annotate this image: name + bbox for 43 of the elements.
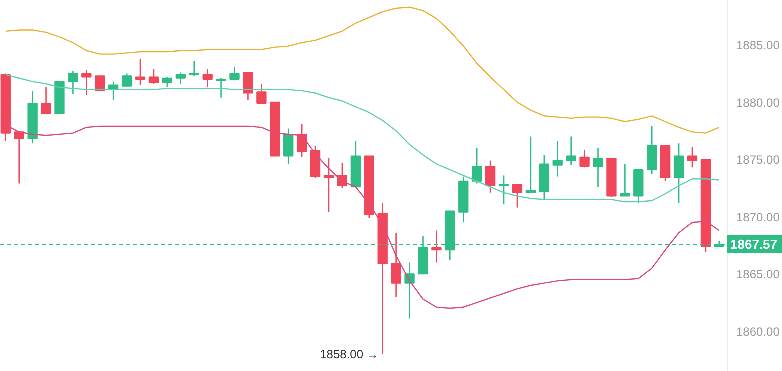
candlestick: [256, 83, 267, 104]
candlestick: [68, 70, 78, 96]
y-tick-label: 1860.00: [736, 324, 780, 339]
candlestick: [620, 164, 630, 197]
y-tick-label: 1880.00: [736, 96, 780, 110]
candlestick: [552, 140, 563, 178]
line-series: [5, 6, 720, 134]
candlestick: [162, 76, 173, 88]
candlestick: [202, 68, 213, 88]
candlestick: [82, 70, 92, 96]
ref-line-label: 1867.57: [730, 237, 778, 252]
y-tick-label: 1870.00: [736, 210, 780, 224]
candlestick: [41, 86, 52, 115]
candlestick: [687, 146, 698, 168]
candlestick: [526, 136, 536, 194]
candlestick: [432, 230, 442, 264]
candlestick: [472, 148, 482, 184]
y-tick-label: 1875.00: [736, 153, 780, 168]
candlestick: [324, 158, 334, 213]
candlestick: [512, 184, 523, 208]
y-tick-label: 1885.00: [736, 38, 780, 53]
y-tick-label: 1865.00: [736, 268, 780, 282]
candlestick: [243, 72, 254, 101]
candlestick: [216, 78, 226, 98]
candlestick: [404, 262, 415, 320]
candlestick: [14, 130, 24, 184]
candlestick: [593, 148, 604, 188]
candlestick: [176, 72, 186, 85]
candlestick: [485, 160, 496, 194]
candlestick: [135, 58, 146, 86]
candlestick: [284, 128, 294, 165]
candlestick: [189, 60, 200, 77]
line-series: [5, 124, 720, 310]
annotation: 1858.00 →: [320, 347, 379, 362]
candlestick: [566, 136, 576, 166]
candlestick: [148, 68, 160, 85]
candlestick: [95, 76, 106, 92]
candlestick: [498, 175, 510, 205]
candlestick: [391, 232, 402, 298]
candlestick: [230, 66, 240, 82]
candlestick: [122, 73, 132, 88]
candlestick: [674, 142, 684, 204]
candlestick: [580, 150, 590, 168]
